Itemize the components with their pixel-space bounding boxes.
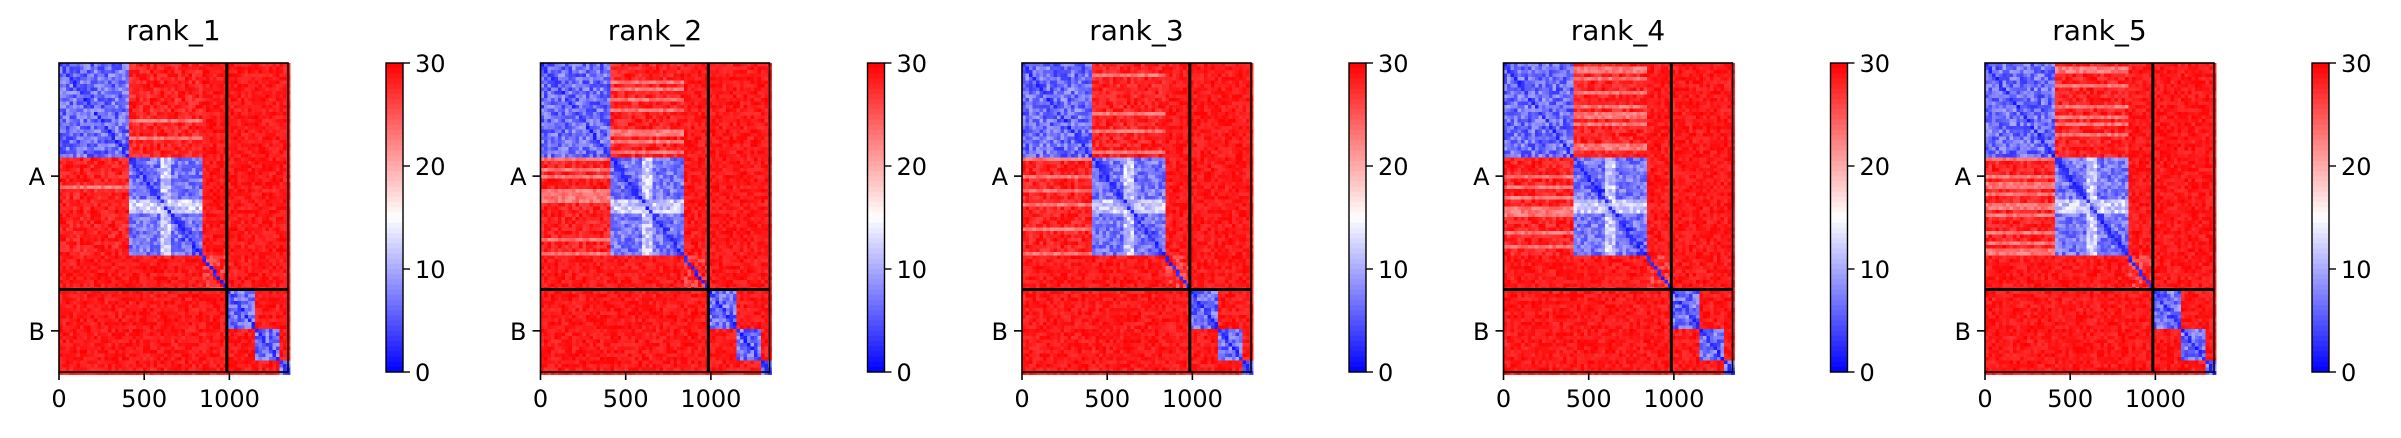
heatmap xyxy=(1022,63,1253,375)
x-tick-label: 1000 xyxy=(1643,385,1704,413)
y-tick-label: B xyxy=(29,318,45,346)
colorbar: 0 10 20 30 xyxy=(1349,50,1409,387)
y-tick-label: A xyxy=(510,163,527,191)
panel-title: rank_1 xyxy=(126,14,220,47)
panel-rank_1: rank_1 0 500 1000 A B 0 10 20 30 xyxy=(29,14,446,413)
heatmap xyxy=(1504,63,1735,375)
y-tick-label: A xyxy=(1473,163,1490,191)
colorbar-tick-label: 0 xyxy=(897,359,912,387)
x-tick-label: 1000 xyxy=(199,385,260,413)
colorbar-tick-label: 10 xyxy=(897,256,928,284)
y-tick-label: B xyxy=(1955,318,1971,346)
y-tick-label: A xyxy=(29,163,46,191)
heatmap xyxy=(1985,63,2216,375)
panel-rank_4: rank_4 0 500 1000 A B 0 10 20 30 xyxy=(1473,14,1890,413)
colorbar-tick-label: 0 xyxy=(1860,359,1875,387)
x-tick-label: 0 xyxy=(533,385,548,413)
colorbar-tick-label: 30 xyxy=(1860,50,1891,78)
x-tick-label: 500 xyxy=(1566,385,1612,413)
colorbar-tick-label: 0 xyxy=(1378,359,1393,387)
heatmap xyxy=(59,63,290,375)
x-tick-label: 1000 xyxy=(1162,385,1223,413)
colorbar-tick-label: 30 xyxy=(2341,50,2372,78)
x-tick-label: 0 xyxy=(51,385,66,413)
colorbar-tick-label: 10 xyxy=(1860,256,1891,284)
panel-title: rank_2 xyxy=(608,14,702,47)
x-tick-label: 1000 xyxy=(2125,385,2186,413)
colorbar: 0 10 20 30 xyxy=(2312,50,2372,387)
x-tick-label: 0 xyxy=(1977,385,1992,413)
y-tick-label: A xyxy=(992,163,1009,191)
panel-rank_2: rank_2 0 500 1000 A B 0 10 20 30 xyxy=(510,14,927,413)
colorbar-tick-label: 10 xyxy=(2341,256,2372,284)
x-tick-label: 0 xyxy=(1496,385,1511,413)
x-tick-label: 0 xyxy=(1014,385,1029,413)
x-tick-label: 500 xyxy=(603,385,649,413)
panel-rank_3: rank_3 0 500 1000 A B 0 10 20 30 xyxy=(992,14,1409,413)
colorbar-tick-label: 30 xyxy=(897,50,928,78)
colorbar-tick-label: 0 xyxy=(415,359,430,387)
x-tick-label: 1000 xyxy=(680,385,741,413)
colorbar-tick-label: 20 xyxy=(415,153,446,181)
colorbar-tick-label: 30 xyxy=(415,50,446,78)
panel-rank_5: rank_5 0 500 1000 A B 0 10 20 30 xyxy=(1955,14,2372,413)
y-tick-label: A xyxy=(1955,163,1972,191)
colorbar-tick-label: 20 xyxy=(897,153,928,181)
colorbar: 0 10 20 30 xyxy=(868,50,928,387)
colorbar-tick-label: 10 xyxy=(1378,256,1409,284)
x-tick-label: 500 xyxy=(121,385,167,413)
colorbar-tick-label: 10 xyxy=(415,256,446,284)
y-tick-label: B xyxy=(1473,318,1489,346)
colorbar: 0 10 20 30 xyxy=(386,50,446,387)
y-tick-label: B xyxy=(992,318,1008,346)
colorbar: 0 10 20 30 xyxy=(1831,50,1891,387)
panel-title: rank_5 xyxy=(2052,14,2146,47)
colorbar-tick-label: 20 xyxy=(1378,153,1409,181)
x-tick-label: 500 xyxy=(1084,385,1130,413)
colorbar-tick-label: 20 xyxy=(1860,153,1891,181)
x-tick-label: 500 xyxy=(2047,385,2093,413)
heatmap xyxy=(541,63,772,375)
panel-title: rank_4 xyxy=(1571,14,1665,47)
colorbar-tick-label: 30 xyxy=(1378,50,1409,78)
panel-title: rank_3 xyxy=(1089,14,1183,47)
colorbar-tick-label: 0 xyxy=(2341,359,2356,387)
colorbar-tick-label: 20 xyxy=(2341,153,2372,181)
y-tick-label: B xyxy=(510,318,526,346)
